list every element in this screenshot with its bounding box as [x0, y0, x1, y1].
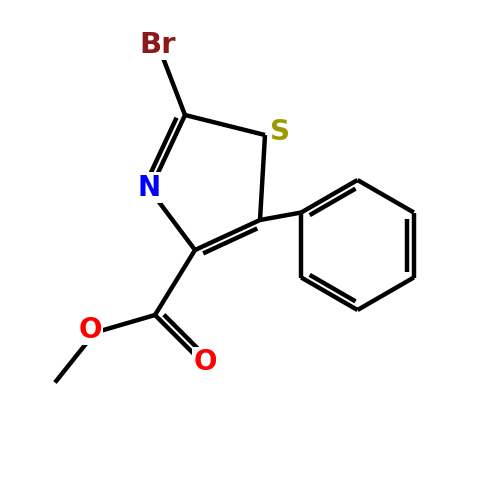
Text: N: N [138, 174, 160, 202]
Text: Br: Br [140, 31, 176, 59]
Text: S: S [270, 118, 290, 146]
Text: O: O [193, 348, 216, 376]
Text: O: O [78, 316, 102, 344]
